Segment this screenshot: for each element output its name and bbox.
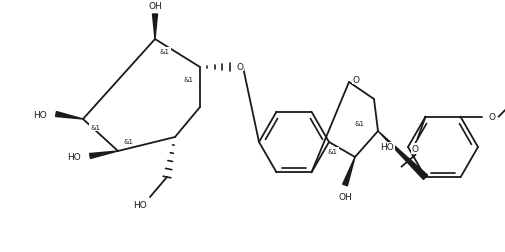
- Text: OH: OH: [148, 2, 162, 11]
- Text: O: O: [411, 145, 418, 153]
- Polygon shape: [56, 112, 83, 119]
- Text: &1: &1: [327, 148, 337, 154]
- Text: &1: &1: [160, 49, 170, 55]
- Text: O: O: [236, 62, 243, 71]
- Text: &1: &1: [123, 138, 133, 144]
- Text: O: O: [488, 113, 495, 122]
- Text: HO: HO: [33, 110, 47, 119]
- Polygon shape: [152, 15, 157, 40]
- Polygon shape: [89, 151, 118, 159]
- Text: &1: &1: [90, 124, 100, 131]
- Text: HO: HO: [67, 152, 81, 161]
- Polygon shape: [342, 158, 355, 186]
- Text: &1: &1: [355, 120, 364, 127]
- Polygon shape: [377, 132, 427, 180]
- Text: &1: &1: [183, 77, 192, 83]
- Text: HO: HO: [133, 201, 146, 210]
- Text: O: O: [352, 75, 359, 84]
- Text: HO: HO: [379, 143, 393, 152]
- Text: OH: OH: [337, 193, 351, 202]
